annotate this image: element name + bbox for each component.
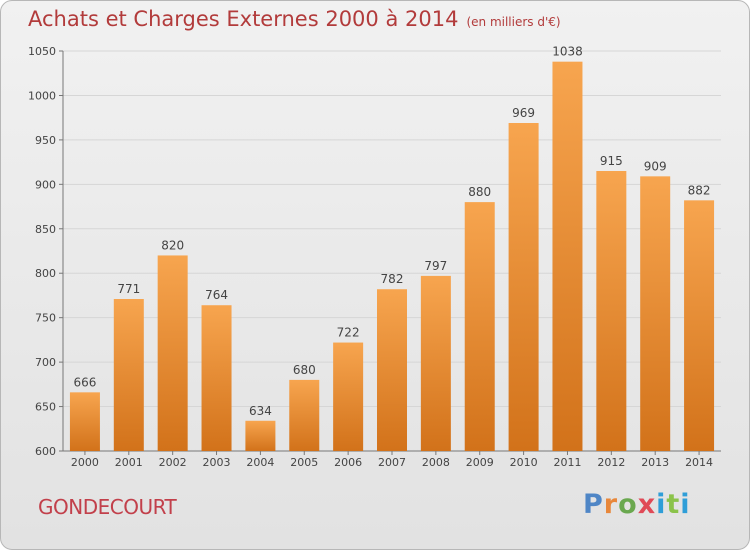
- bar: [420, 275, 451, 451]
- bar: [201, 305, 232, 451]
- data-label: 782: [381, 272, 404, 286]
- x-tick-label: 2011: [553, 456, 581, 469]
- proxiti-logo: Proxiti: [583, 489, 691, 520]
- x-tick-label: 2012: [597, 456, 625, 469]
- bar: [596, 171, 627, 451]
- x-tick-label: 2003: [203, 456, 231, 469]
- data-label: 634: [249, 404, 272, 418]
- x-tick-labels: 2000 2001 2002 2003 2004 2005 2006 2007 2008 2009…: [71, 456, 713, 469]
- data-label: 771: [117, 282, 140, 296]
- chart-title-text: Achats et Charges Externes 2000 à 2014: [28, 7, 459, 31]
- chart-title: Achats et Charges Externes 2000 à 2014 (e…: [28, 7, 561, 31]
- bar: [684, 200, 715, 451]
- x-tick-label: 2008: [422, 456, 450, 469]
- data-label: 666: [73, 375, 96, 389]
- x-tick-label: 2006: [334, 456, 362, 469]
- y-tick-label: 750: [35, 312, 56, 325]
- bar: [333, 342, 364, 451]
- y-tick-label: 600: [35, 445, 56, 458]
- bar: [377, 289, 407, 451]
- x-tick-label: 2013: [641, 456, 669, 469]
- bar: [113, 299, 144, 451]
- x-tick-label: 2002: [159, 456, 187, 469]
- location-name: GONDECOURT: [38, 495, 177, 519]
- x-tick-label: 2010: [510, 456, 538, 469]
- x-tick-label: 2001: [115, 456, 143, 469]
- data-label: 764: [205, 288, 228, 302]
- data-labels: 666 771 820 764 634 680 722 782 797 880 969 1038 915…: [73, 45, 710, 418]
- data-label: 1038: [552, 45, 583, 59]
- x-tick-label: 2000: [71, 456, 99, 469]
- data-label: 797: [424, 259, 447, 273]
- bar: [245, 420, 276, 451]
- y-tick-label: 650: [35, 401, 56, 414]
- x-tick-label: 2007: [378, 456, 406, 469]
- y-tick-label: 1050: [28, 45, 56, 58]
- x-tick-label: 2004: [246, 456, 274, 469]
- data-label: 969: [512, 106, 535, 120]
- data-label: 909: [644, 159, 667, 173]
- bar: [157, 255, 188, 451]
- bar: [508, 123, 539, 451]
- y-tick-label: 850: [35, 223, 56, 236]
- data-label: 820: [161, 238, 184, 252]
- bar: [640, 176, 671, 452]
- chart-subtitle: (en milliers d'€): [466, 15, 561, 29]
- bar: [552, 61, 583, 452]
- data-label: 680: [293, 363, 316, 377]
- y-tick-label: 800: [35, 267, 56, 280]
- x-tick-label: 2009: [466, 456, 494, 469]
- bar: [69, 392, 100, 451]
- x-tick-label: 2005: [290, 456, 318, 469]
- data-label: 882: [688, 183, 711, 197]
- y-tick-labels: 600 650 700 750 800 850 900 950 1000 1050: [28, 45, 56, 458]
- y-tick-label: 950: [35, 134, 56, 147]
- y-tick-label: 700: [35, 356, 56, 369]
- data-label: 880: [468, 185, 491, 199]
- bar: [289, 379, 320, 451]
- bar: [464, 202, 495, 451]
- y-tick-label: 900: [35, 178, 56, 191]
- bars: [69, 61, 715, 452]
- data-label: 915: [600, 154, 623, 168]
- y-tick-label: 1000: [28, 89, 56, 102]
- x-tick-label: 2014: [685, 456, 713, 469]
- data-label: 722: [337, 326, 360, 340]
